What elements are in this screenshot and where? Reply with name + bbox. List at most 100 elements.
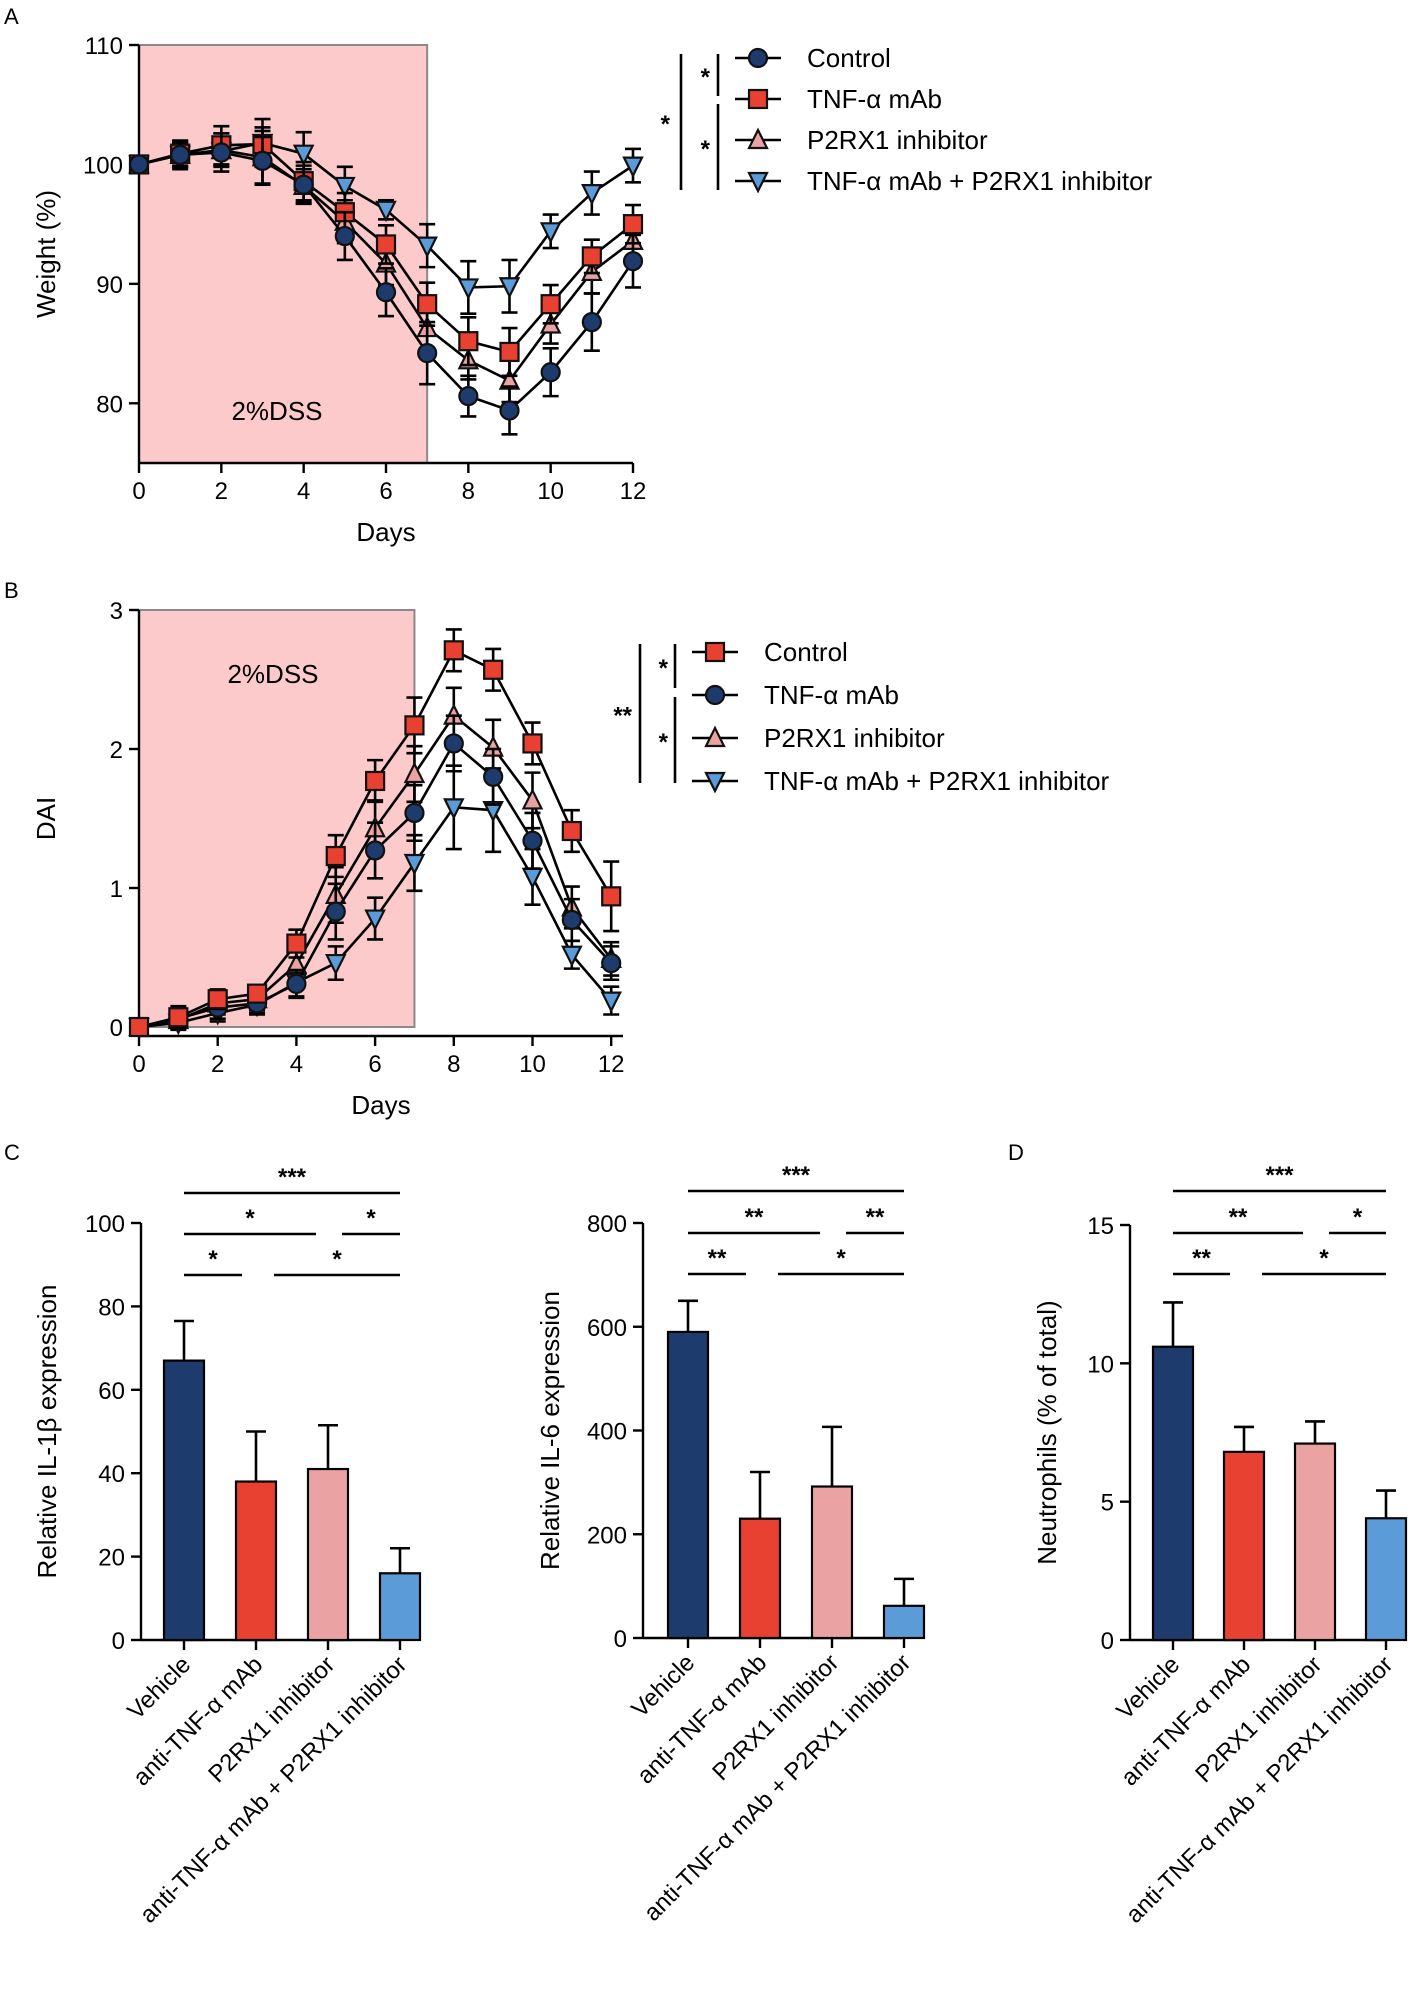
significance-label: *** [1265,1162,1294,1189]
series-control-point [443,640,464,661]
x-tick-label: 10 [519,1051,546,1078]
significance-bracket: * [184,1205,316,1236]
x-tick-label: 8 [447,1051,460,1078]
significance-label: * [366,1205,376,1232]
series-control-point [622,251,644,272]
significance-label: * [701,64,711,91]
panel-letter-b: B [4,578,19,603]
series-control-point [522,733,543,754]
x-tick-label: 12 [620,478,647,505]
legend-label: Control [764,637,848,667]
y-axis-title: Weight (%) [31,190,61,318]
series-control-point [207,989,228,1010]
significance-label: ** [866,1204,885,1231]
y-tick-label: 0 [1101,1628,1114,1655]
significance-bracket: *** [688,1162,904,1193]
series-tnf-mab [128,714,622,1038]
significance-label: * [659,729,669,756]
significance-label: ** [1229,1204,1248,1231]
series-tnf-mab-point [561,909,582,931]
bar-anti-tnf-mab [234,1480,278,1642]
significance-label: *** [278,1164,307,1191]
panel-letter-d: D [1008,1140,1024,1165]
series-tnf-mab-p2rx1-inhibitor-point [416,236,438,259]
series-tnf-mab-p2rx1-inhibitor-point [498,277,521,299]
y-tick-label: 80 [96,391,123,418]
significance-bracket: * [184,1246,242,1277]
y-tick-label: 600 [587,1315,627,1342]
x-tick-label: 2 [215,478,228,505]
x-tick-label: anti-TNF-α mAb + P2RX1 inhibitor [639,1649,916,1926]
panel-letter-c: C [4,1140,20,1165]
x-tick-label: anti-TNF-α mAb [128,1651,268,1791]
legend-item-control: Control [735,43,891,73]
y-axis-title: DAI [31,797,61,840]
series-control-point [286,933,307,954]
significance-bracket: ** [688,1245,746,1276]
x-tick-label: 12 [598,1051,625,1078]
significance-bracket: ** [1173,1204,1303,1235]
y-tick-label: 20 [98,1545,125,1572]
bar-anti-tnf-mab [1222,1450,1266,1642]
series-control-point [499,400,520,421]
dss-label: 2%DSS [231,396,322,426]
bar-p2rx1-inhibitor [810,1485,854,1640]
significance-label: ** [745,1204,764,1231]
legend-label: P2RX1 inhibitor [807,125,988,155]
series-control-point [128,1016,150,1038]
series-tnf-mab-p2rx1-inhibitor-point [600,991,622,1014]
series-tnf-mab-p2rx1-inhibitor-point [457,278,480,300]
legend-marker [704,725,726,748]
x-tick-label: 6 [368,1051,381,1078]
significance-label: ** [613,703,632,730]
significance-bracket: * [701,104,720,190]
x-tick-label: anti-TNF-α mAb [632,1649,772,1789]
legend-item-p2rx1-inhibitor: P2RX1 inhibitor [735,125,988,155]
series-tnf-mab-p2rx1-inhibitor-point [324,953,347,976]
significance-label: * [701,136,711,163]
y-tick-label: 40 [98,1461,125,1488]
x-axis-title: Days [351,1090,410,1120]
y-tick-label: 3 [110,598,123,625]
x-tick-label: P2RX1 inhibitor [203,1651,340,1788]
y-tick-label: 2 [110,737,123,764]
x-tick-label: 6 [379,478,392,505]
series-control-point [601,886,622,907]
significance-label: * [1353,1204,1363,1231]
series-tnf-mab-p2rx1-inhibitor-point [292,144,315,167]
legend-item-tnf-mab: TNF-α mAb [735,84,942,114]
series-control-point [128,154,150,175]
x-axis-title: Days [356,517,415,547]
bar-anti-tnf-mab [738,1517,782,1640]
y-axis-title: Relative IL-6 expression [535,1291,565,1570]
legend-label: P2RX1 inhibitor [764,723,945,753]
series-tnf-mab-p2rx1-inhibitor-point [622,156,644,179]
series-p2rx1-inhibitor-point [521,787,544,810]
significance-label: * [836,1245,846,1272]
y-tick-label: 0 [110,1015,123,1042]
legend-item-tnf-mab-p2rx1-inhibitor: TNF-α mAb + P2RX1 inhibitor [735,166,1153,196]
series-control-point [404,715,425,736]
x-tick-label: P2RX1 inhibitor [707,1649,844,1786]
x-tick-label: 8 [462,478,475,505]
series-tnf-mab-p2rx1-inhibitor-point [334,176,356,199]
panel-letter-a: A [4,4,19,29]
x-tick-label: anti-TNF-α mAb + P2RX1 inhibitor [135,1651,412,1928]
series-control-point [375,282,397,303]
series-tnf-mab-p2rx1-inhibitor-point [561,945,583,968]
bar-vehicle [666,1330,710,1640]
y-tick-label: 1 [110,876,123,903]
y-tick-label: 60 [98,1378,125,1405]
y-axis-title: Neutrophils (% of total) [1032,1300,1062,1564]
series-tnf-mab-point [417,294,438,315]
series-tnf-mab-point [325,901,346,922]
series-tnf-mab-p2rx1-inhibitor-point [581,183,603,206]
significance-label: * [332,1246,342,1273]
series-control [128,132,644,436]
significance-bracket: ** [846,1204,904,1235]
legend-marker [704,684,726,706]
series-control-point [293,174,314,195]
legend-label: TNF-α mAb + P2RX1 inhibitor [807,166,1153,196]
